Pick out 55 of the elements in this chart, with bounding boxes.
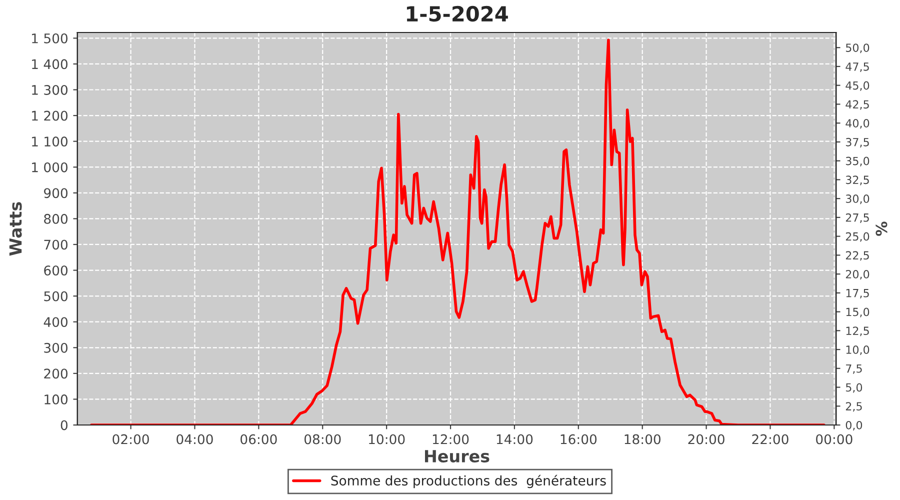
line-series bbox=[90, 38, 826, 425]
y-tick-label: 1 300 bbox=[32, 84, 68, 95]
y2-axis-title: % bbox=[876, 222, 888, 236]
y-tick-label: 500 bbox=[44, 291, 68, 302]
y2-tick-label: 37,5 bbox=[846, 138, 869, 148]
y-tick-label: 400 bbox=[44, 317, 68, 328]
y2-tick-label: 7,5 bbox=[846, 364, 862, 374]
x-tick-label: 14:00 bbox=[496, 434, 533, 444]
y2-tick-label: 25,0 bbox=[846, 232, 870, 242]
y-tick-label: 1 400 bbox=[32, 59, 68, 70]
y2-tick-label: 0,0 bbox=[846, 420, 862, 431]
legend-label: Somme des productions des générateurs bbox=[331, 474, 606, 488]
x-tick-label: 10:00 bbox=[369, 434, 405, 444]
x-tick-label: 06:00 bbox=[240, 434, 277, 444]
y-tick-label: 200 bbox=[44, 368, 68, 379]
y2-tick-label: 45,0 bbox=[846, 81, 870, 91]
x-tick-label: 02:00 bbox=[112, 434, 149, 444]
x-tick-label: 04:00 bbox=[176, 434, 213, 444]
y2-tick-label: 27,5 bbox=[846, 213, 869, 223]
y2-tick-label: 12,5 bbox=[846, 326, 869, 336]
y2-tick-label: 50,0 bbox=[846, 44, 870, 54]
x-tick-label: 00:00 bbox=[816, 434, 852, 444]
x-tick-label: 08:00 bbox=[304, 434, 341, 444]
y-tick-label: 600 bbox=[44, 265, 68, 276]
y2-tick-label: 35,0 bbox=[846, 156, 870, 166]
y2-tick-label: 10,0 bbox=[846, 345, 870, 356]
x-tick-label: 22:00 bbox=[752, 434, 788, 444]
y-tick-label: 800 bbox=[44, 214, 68, 224]
y-axis-title: Watts bbox=[9, 202, 22, 256]
y2-tick-label: 20,0 bbox=[846, 270, 870, 280]
y-tick-label: 100 bbox=[44, 394, 68, 404]
y2-tick-label: 22,5 bbox=[846, 251, 869, 261]
y2-tick-label: 5,0 bbox=[846, 383, 862, 393]
y2-tick-label: 15,0 bbox=[846, 308, 870, 318]
y-tick-label: 1 200 bbox=[32, 110, 68, 121]
y2-tick-label: 2,5 bbox=[846, 402, 862, 412]
y-tick-label: 700 bbox=[44, 240, 68, 250]
x-tick-label: 16:00 bbox=[560, 434, 597, 444]
x-tick-label: 20:00 bbox=[688, 434, 724, 444]
y2-tick-label: 30,0 bbox=[846, 194, 870, 204]
x-tick-label: 18:00 bbox=[624, 434, 660, 444]
y2-tick-label: 17,5 bbox=[846, 289, 869, 298]
y-tick-label: 1 000 bbox=[32, 162, 68, 172]
y-tick-label: 900 bbox=[44, 188, 68, 198]
y-tick-label: 1 500 bbox=[32, 33, 68, 44]
y-tick-label: 1 100 bbox=[32, 136, 68, 147]
y2-tick-label: 32,5 bbox=[846, 176, 869, 186]
y2-tick-label: 40,0 bbox=[846, 119, 870, 129]
y2-tick-label: 47,5 bbox=[846, 62, 869, 72]
x-axis-title: Heures bbox=[425, 450, 490, 462]
x-tick-label: 12:00 bbox=[432, 434, 469, 444]
y2-tick-label: 42,5 bbox=[846, 100, 869, 110]
chart-title: 1-5-2024 bbox=[406, 6, 508, 22]
y-tick-label: 300 bbox=[44, 342, 68, 353]
y-tick-label: 0 bbox=[60, 420, 68, 430]
